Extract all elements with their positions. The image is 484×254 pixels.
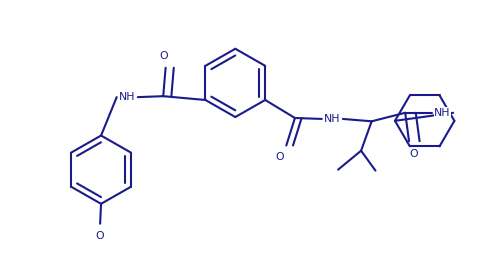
Text: O: O — [275, 152, 283, 162]
Text: NH: NH — [323, 114, 340, 124]
Text: NH: NH — [434, 108, 450, 118]
Text: O: O — [96, 231, 104, 241]
Text: O: O — [408, 149, 417, 158]
Text: NH: NH — [119, 92, 135, 102]
Text: O: O — [159, 51, 167, 61]
